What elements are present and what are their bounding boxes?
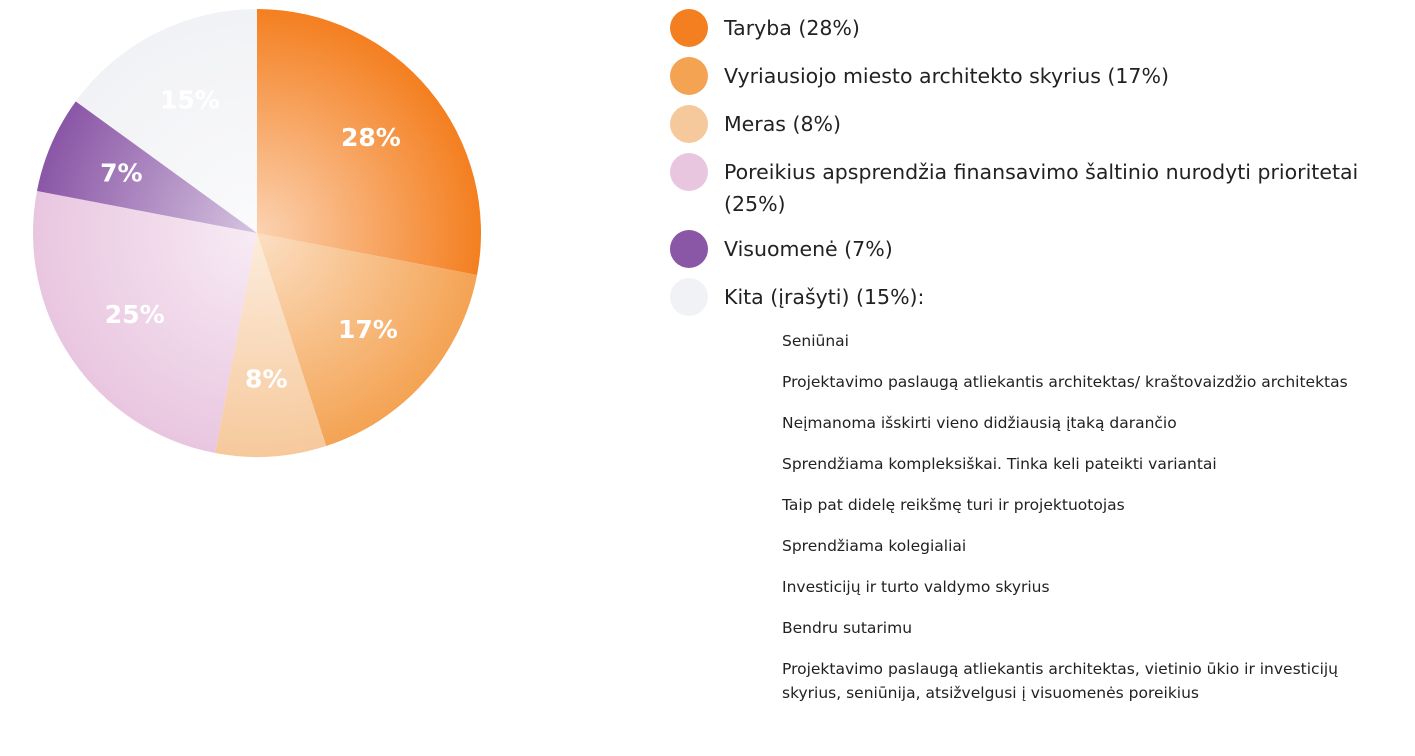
pie-slice (215, 233, 327, 457)
slice-label: 17% (338, 315, 398, 344)
pie-slice (32, 191, 257, 454)
other-answer: Projektavimo paslaugą atliekantis archit… (782, 373, 1348, 391)
other-answer: Bendru sutarimu (782, 619, 913, 637)
pie-slice (257, 233, 478, 447)
slice-label: 7% (100, 158, 142, 187)
other-answer: Sprendžiama kolegialiai (782, 537, 967, 555)
slice-label: 8% (245, 365, 287, 394)
legend: Taryba (28%) Vyriausiojo miesto architekt… (670, 9, 1400, 722)
other-answer: Projektavimo paslaugą atliekantis archit… (782, 660, 1339, 702)
legend-item: Taryba (28%) (670, 9, 1400, 47)
legend-label: Taryba (28%) (724, 16, 860, 40)
legend-label: Vyriausiojo miesto architekto skyrius (1… (724, 64, 1169, 88)
pie-slice (257, 9, 482, 275)
other-answer: Sprendžiama kompleksiškai. Tinka keli pa… (782, 455, 1217, 473)
legend-label: Visuomenė (7%) (724, 237, 893, 261)
other-answer: Neįmanoma išskirti vieno didžiausią įtak… (782, 414, 1177, 432)
other-answer: Seniūnai (782, 332, 849, 350)
legend-swatch (670, 57, 708, 95)
legend-label: Kita (įrašyti) (15%): (724, 285, 925, 309)
legend-swatch (670, 153, 708, 191)
pie-slice (36, 101, 258, 233)
pie-chart: 28% 17% 8% 25% 7% 15% (32, 9, 482, 457)
legend-swatch (670, 278, 708, 316)
slice-label: 25% (105, 300, 165, 329)
legend-item: Visuomenė (7%) (670, 230, 1400, 268)
legend-swatch (670, 230, 708, 268)
other-answers: Seniūnai Projektavimo paslaugą atliekanti… (782, 329, 1392, 705)
legend-swatch (670, 105, 708, 143)
legend-item: Meras (8%) (670, 105, 1400, 143)
legend-label: Meras (8%) (724, 112, 842, 136)
legend-item: Poreikius apsprendžia finansavimo šaltin… (670, 153, 1400, 220)
legend-label: Poreikius apsprendžia finansavimo šaltin… (724, 160, 1359, 216)
other-answer: Taip pat didelę reikšmę turi ir projektu… (782, 496, 1125, 514)
slice-label: 15% (160, 85, 220, 114)
slice-label: 28% (341, 123, 401, 152)
legend-item: Vyriausiojo miesto architekto skyrius (1… (670, 57, 1400, 95)
pie-slice (75, 9, 258, 233)
other-answer: Investicijų ir turto valdymo skyrius (782, 578, 1050, 596)
legend-item: Kita (įrašyti) (15%): (670, 278, 1400, 316)
legend-swatch (670, 9, 708, 47)
